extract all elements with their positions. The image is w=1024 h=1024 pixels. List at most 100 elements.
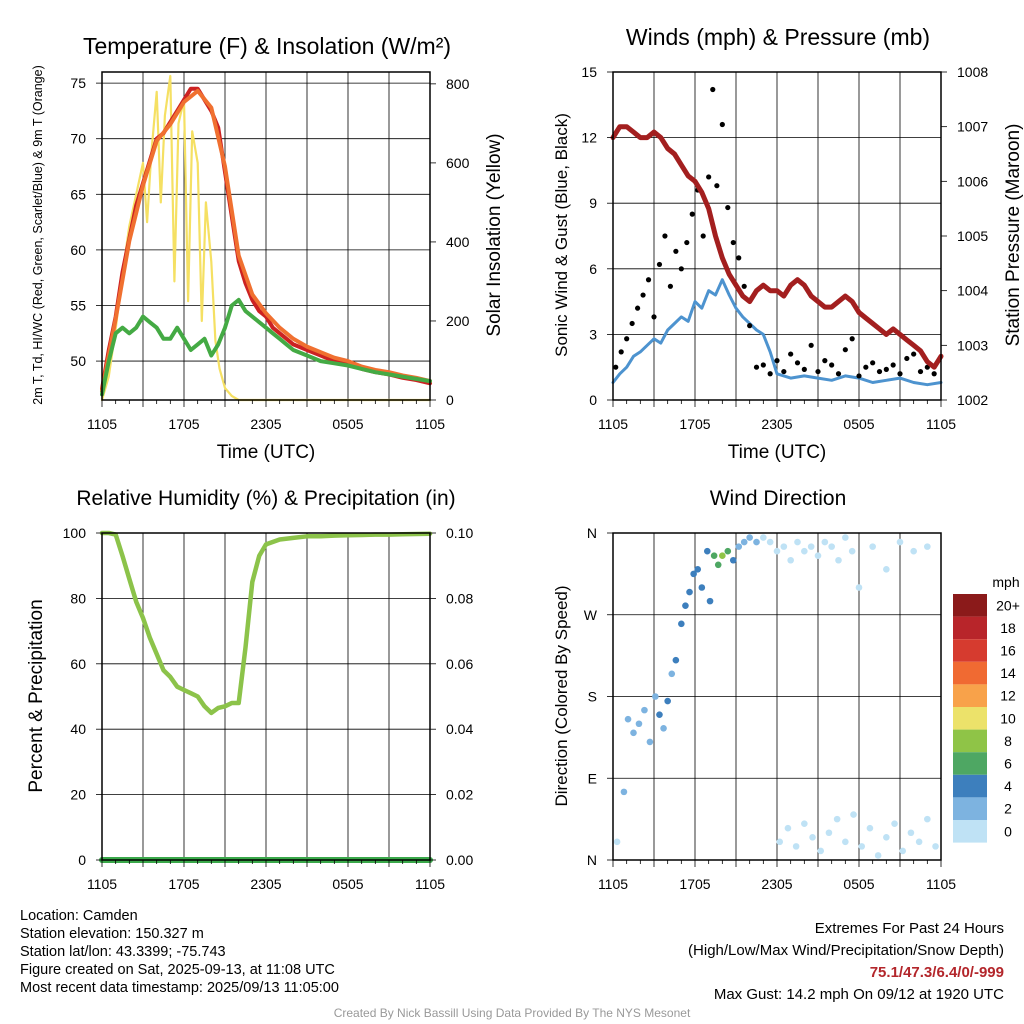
- gust-point: [863, 364, 869, 370]
- direction-point: [899, 847, 907, 855]
- humidity-grid: [101, 532, 431, 861]
- y-tick-label: 70: [70, 131, 86, 147]
- gust-point: [700, 233, 706, 239]
- gust-point: [736, 255, 742, 261]
- gust-point: [876, 368, 883, 375]
- gust-point: [741, 283, 747, 289]
- direction-point: [866, 824, 874, 832]
- direction-point: [613, 838, 621, 846]
- series-line-3: [100, 74, 432, 402]
- x-tick-label: 1105: [926, 416, 956, 432]
- gust-point: [730, 239, 736, 246]
- y2-tick-label: 0.06: [446, 656, 473, 672]
- colorbar-label: 4: [1004, 778, 1012, 794]
- y2-tick-label: 1008: [957, 64, 988, 80]
- x-tick-label: 1105: [87, 416, 117, 432]
- direction-point: [760, 534, 767, 541]
- y2-tick-label: 1007: [957, 119, 988, 135]
- temperature-panel: Temperature (F) & Insolation (W/m²) 1105…: [31, 33, 505, 463]
- y-tick-label: 75: [70, 75, 86, 91]
- x-tick-label: 1105: [415, 416, 445, 432]
- direction-point: [915, 838, 923, 846]
- direction-point: [842, 838, 849, 846]
- gust-point: [883, 366, 889, 372]
- wind-direction-ylabel: Direction (Colored By Speed): [552, 585, 571, 806]
- winds-panel: Winds (mph) & Pressure (mb) 1105 1705 2305…: [552, 24, 1024, 463]
- station-latlon: Station lat/lon: 43.3399; -75.743: [20, 944, 226, 960]
- humidity-line: [99, 530, 433, 716]
- direction-point: [801, 547, 808, 555]
- direction-point: [932, 843, 939, 850]
- y-tick-label: N: [587, 852, 597, 868]
- gust-point: [689, 211, 695, 217]
- y2-tick-label: 0.04: [446, 721, 473, 737]
- station-location: Location: Camden: [20, 908, 138, 924]
- direction-point: [801, 820, 808, 827]
- station-info: Location: Camden Station elevation: 150.…: [20, 907, 339, 997]
- x-tick-label: 1705: [679, 876, 710, 892]
- colorbar-swatch: [953, 729, 987, 753]
- colorbar-swatch: [953, 820, 987, 843]
- direction-point: [656, 711, 663, 718]
- humidity-panel: Relative Humidity (%) & Precipitation (i…: [26, 487, 473, 892]
- wind-direction-panel: Wind Direction 1105 1705 2305 0505 1105NESWN…: [552, 487, 1020, 892]
- gust-point: [794, 360, 801, 366]
- direction-point: [907, 829, 915, 837]
- gust-point: [624, 336, 630, 342]
- direction-point: [924, 543, 931, 550]
- colorbar-label: 6: [1004, 756, 1012, 772]
- colorbar-swatch: [953, 774, 987, 798]
- y2-tick-label: 0: [446, 392, 454, 408]
- direction-point: [740, 538, 748, 546]
- x-tick-label: 2305: [761, 876, 792, 892]
- direction-point: [704, 547, 711, 555]
- x-tick-label: 0505: [332, 416, 363, 432]
- y-tick-label: 55: [70, 297, 86, 313]
- direction-point: [652, 693, 659, 700]
- wind-direction-series: [613, 534, 939, 859]
- max-gust: Max Gust: 14.2 mph On 09/12 at 1920 UTC: [713, 986, 1004, 1003]
- direction-point: [630, 729, 637, 737]
- x-tick-label: 1705: [679, 416, 710, 432]
- direction-point: [690, 570, 697, 578]
- temperature-ticks: 1105 1705 2305 0505 1105 50 55 60 65 70 75 0 200 400 6…: [70, 75, 469, 432]
- x-tick-label: 0505: [843, 876, 874, 892]
- winds-ylabel: Sonic Wind & Gust (Blue, Black): [552, 113, 571, 357]
- y2-tick-label: 400: [446, 234, 470, 250]
- direction-point: [660, 724, 667, 732]
- gust-point: [781, 368, 787, 375]
- direction-point: [794, 538, 801, 546]
- y2-tick-label: 0.00: [446, 852, 473, 868]
- direction-point: [910, 547, 917, 555]
- gust-point: [719, 121, 725, 128]
- colorbar-label: 2: [1004, 801, 1012, 817]
- direction-point: [817, 847, 825, 855]
- direction-point: [814, 552, 822, 560]
- figure-created: Figure created on Sat, 2025-09-13, at 11…: [20, 962, 335, 978]
- y-tick-label: 0: [589, 392, 597, 408]
- x-tick-label: 2305: [761, 416, 792, 432]
- y-tick-label: 50: [70, 353, 86, 369]
- gust-point: [673, 248, 679, 254]
- y-tick-label: 65: [70, 186, 86, 202]
- credit-line: Created By Nick Bassill Using Data Provi…: [333, 1006, 691, 1020]
- gust-point: [767, 371, 773, 377]
- gust-point: [629, 320, 635, 327]
- y-tick-label: 0: [78, 852, 86, 868]
- direction-point: [620, 788, 628, 796]
- temperature-series: [100, 74, 432, 402]
- direction-point: [766, 538, 774, 546]
- direction-point: [883, 566, 890, 573]
- gust-point: [618, 349, 624, 355]
- direction-point: [833, 815, 841, 823]
- y-tick-label: 15: [581, 64, 597, 80]
- y-tick-label: S: [588, 689, 597, 705]
- direction-point: [869, 543, 876, 550]
- humidity-ticks: 1105 1705 2305 0505 11050204060801000.000.02…: [63, 525, 474, 892]
- direction-point: [746, 534, 753, 541]
- direction-point: [664, 697, 671, 705]
- pressure-ylabel: Station Pressure (Maroon): [1003, 124, 1024, 347]
- gust-point: [849, 336, 855, 342]
- colorbar-swatch: [953, 752, 987, 775]
